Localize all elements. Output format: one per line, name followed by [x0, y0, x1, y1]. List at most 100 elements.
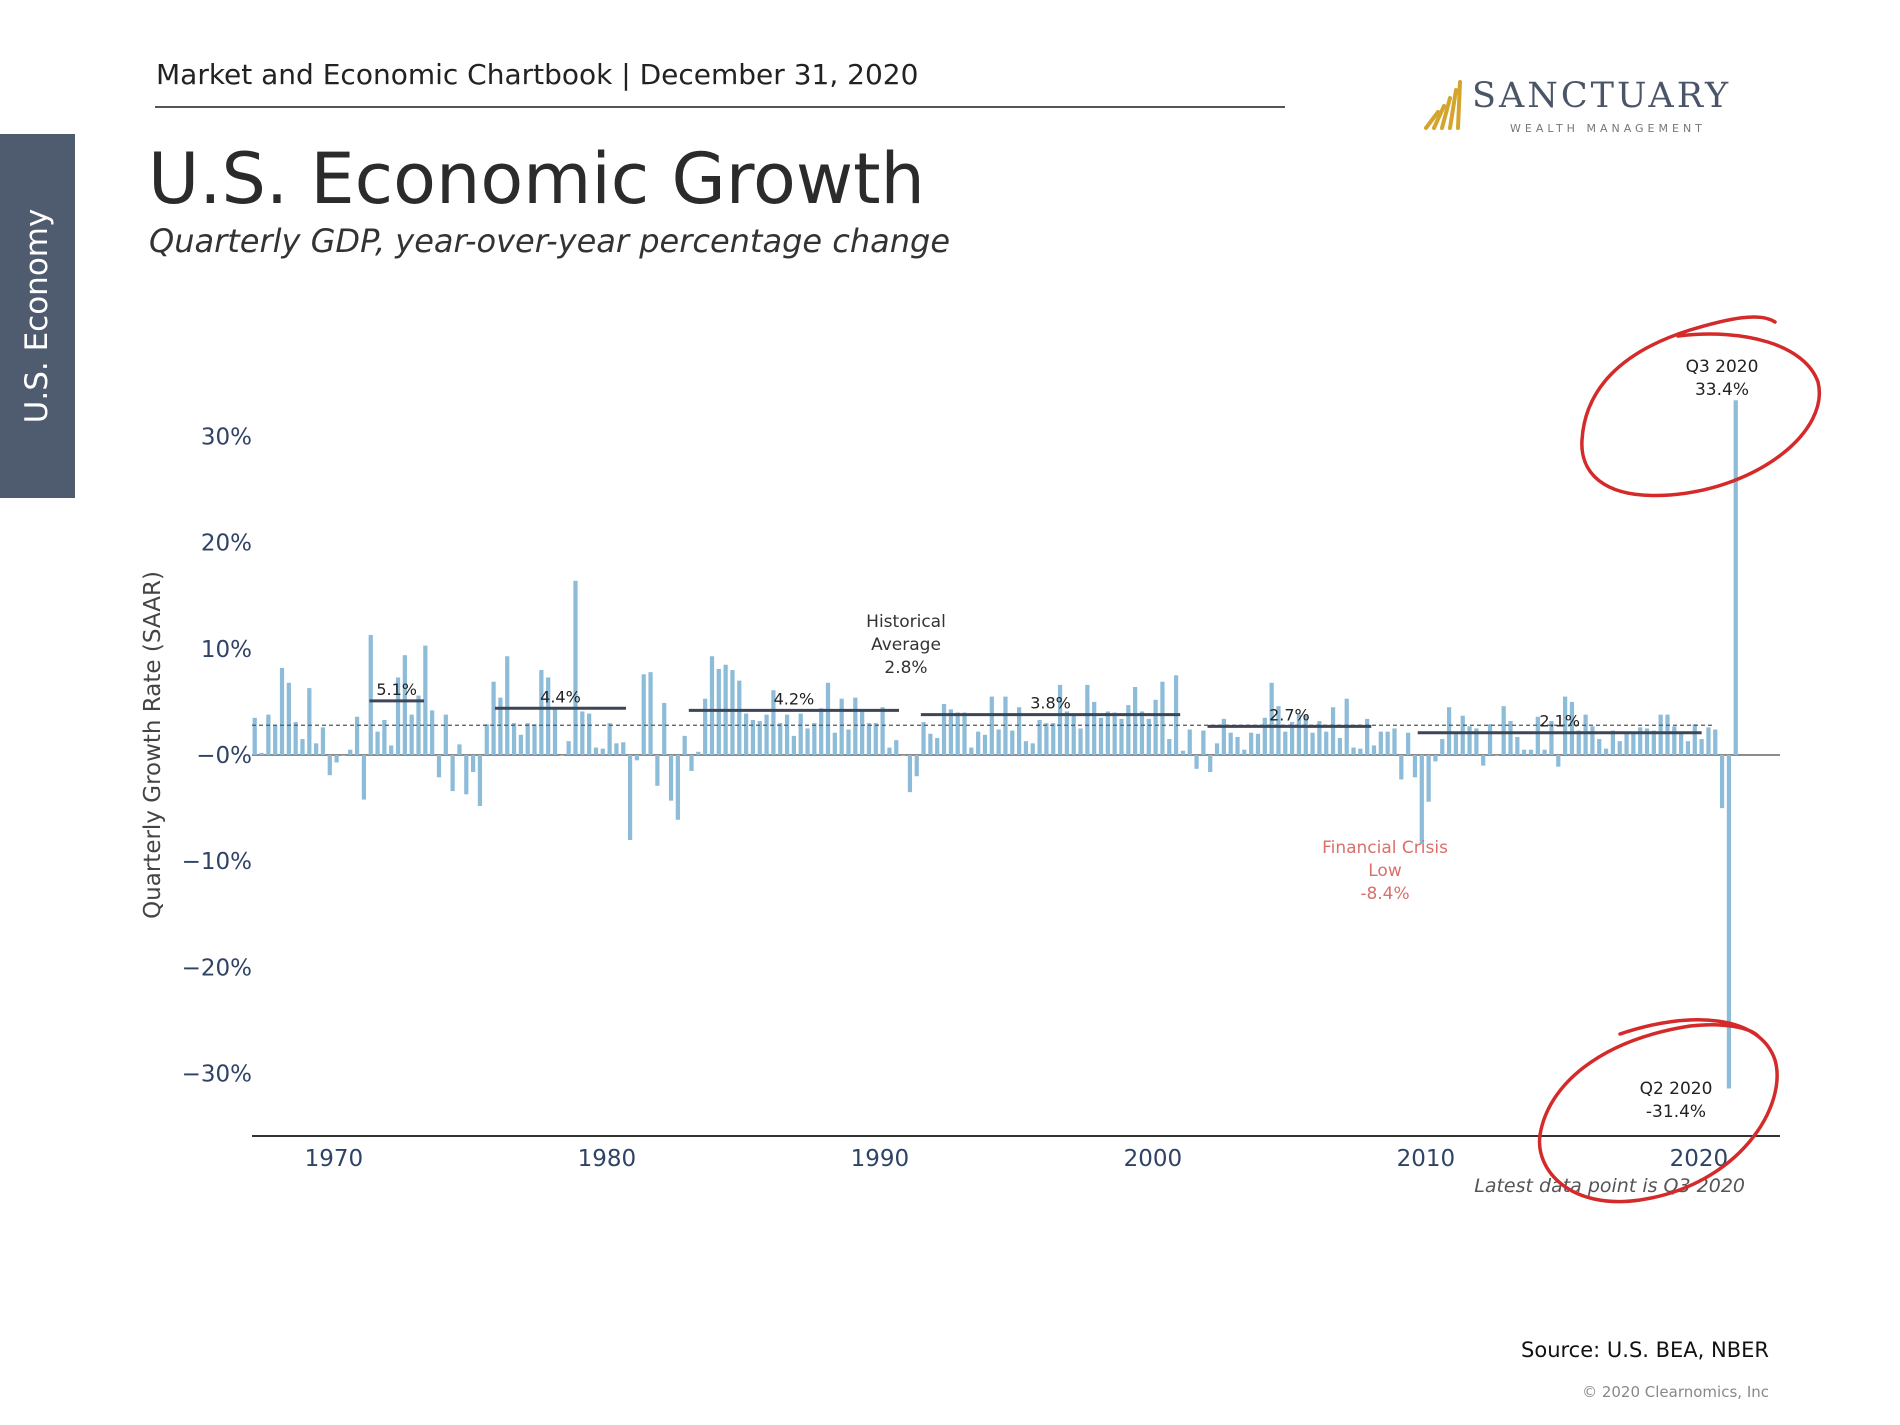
gdp-bar [928, 733, 933, 755]
gdp-bar [1672, 726, 1677, 755]
gdp-bar [853, 697, 858, 755]
x-tick-label: 2010 [1397, 1146, 1456, 1172]
gdp-bar [675, 755, 680, 820]
gdp-bar [505, 656, 510, 755]
gdp-bar [1719, 755, 1725, 809]
gdp-bar [764, 714, 769, 755]
gdp-bar [1481, 755, 1486, 766]
gdp-bar [607, 723, 612, 755]
gdp-bar [252, 717, 257, 755]
gdp-bar [696, 751, 701, 755]
gdp-bar [464, 755, 469, 795]
gdp-bar [341, 755, 346, 756]
gdp-bar [880, 707, 885, 755]
gdp-bar [1365, 718, 1370, 755]
gdp-bar [1255, 733, 1261, 755]
gdp-bar [300, 739, 305, 755]
gdp-bar [1638, 727, 1643, 755]
gdp-bar [314, 743, 319, 755]
gdp-bar [334, 755, 339, 763]
gdp-bar [1426, 755, 1431, 802]
gdp-bar [1487, 724, 1493, 755]
historical-average-label: Historical [866, 612, 946, 632]
gdp-bar [1453, 733, 1459, 755]
gdp-bar [1242, 749, 1247, 755]
gdp-bar [662, 702, 667, 755]
gdp-bar [798, 713, 803, 755]
gdp-bar [1290, 722, 1295, 755]
gdp-bar [1679, 732, 1684, 755]
gdp-bar [1610, 730, 1615, 755]
gdp-bar [593, 747, 599, 755]
gdp-bar [532, 724, 537, 755]
gdp-bar [259, 752, 264, 755]
gdp-bar [1283, 731, 1288, 755]
gdp-bar [784, 714, 790, 755]
gdp-bar [744, 713, 749, 755]
gdp-bar [1590, 726, 1595, 755]
gdp-bar [1412, 755, 1418, 778]
gdp-bar [443, 714, 448, 755]
gdp-bar [395, 677, 401, 755]
gdp-bar [1624, 733, 1629, 755]
gdp-bar [689, 755, 694, 771]
gdp-bar [1303, 714, 1308, 755]
gdp-bar [1733, 400, 1738, 755]
gdp-bar [1665, 714, 1670, 755]
gdp-bar [805, 728, 810, 755]
gdp-bar [621, 742, 626, 755]
gdp-bar [668, 755, 674, 801]
gdp-bar [382, 719, 387, 755]
gdp-bar [1330, 707, 1336, 755]
gdp-bar [361, 755, 367, 800]
gdp-bar [1085, 684, 1090, 755]
gdp-bar [1092, 701, 1097, 755]
gdp-bar [491, 681, 496, 755]
gdp-bar [1180, 750, 1186, 755]
gdp-bar [566, 741, 571, 755]
gdp-bar [559, 755, 564, 756]
gdp-bar [266, 714, 271, 755]
gdp-bar [600, 748, 605, 755]
gdp-bar [1235, 736, 1240, 755]
q2-2020-value-label: -31.4% [1646, 1102, 1706, 1122]
gdp-bar [389, 745, 394, 755]
gdp-bar [1153, 699, 1158, 755]
gdp-bar [1337, 738, 1342, 755]
x-tick-label: 2000 [1124, 1146, 1183, 1172]
gdp-bar [1392, 728, 1397, 755]
gdp-bar [614, 743, 619, 755]
y-tick-label: 30% [201, 424, 252, 450]
gdp-bar [457, 744, 462, 755]
gdp-bar [1214, 743, 1220, 755]
gdp-bar [375, 731, 380, 755]
gdp-bar [730, 670, 735, 755]
gdp-bar [1522, 749, 1527, 755]
gdp-bar [368, 634, 373, 755]
gdp-bar [273, 725, 278, 755]
gdp-bar [832, 732, 837, 755]
gdp-bar [873, 723, 878, 755]
gdp-bar [293, 722, 298, 755]
gdp-bar [648, 672, 653, 755]
gdp-bar [825, 682, 831, 755]
y-tick-label: −20% [182, 955, 252, 981]
period-average-label: 4.2% [774, 689, 815, 708]
gdp-bar [634, 755, 640, 761]
gdp-bar [1569, 701, 1575, 755]
gdp-bar [1269, 682, 1274, 755]
gdp-bar [1078, 728, 1083, 755]
gdp-bar [1576, 730, 1581, 755]
gdp-bar [484, 724, 489, 755]
gdp-bar [1713, 729, 1718, 755]
historical-average-label: 2.8% [884, 658, 927, 678]
gdp-bar [1501, 706, 1506, 755]
gdp-bar [587, 713, 592, 755]
gdp-bar [812, 723, 817, 755]
gdp-bar [573, 580, 578, 755]
header-divider [155, 106, 1285, 108]
gdp-bar [1167, 739, 1172, 755]
gdp-bar [1603, 748, 1609, 755]
gdp-bar [436, 755, 442, 778]
gdp-bar [791, 735, 796, 755]
